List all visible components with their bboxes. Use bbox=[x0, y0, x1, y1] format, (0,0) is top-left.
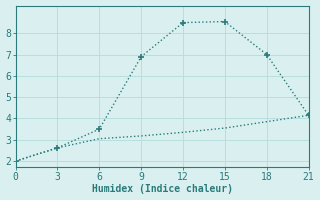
X-axis label: Humidex (Indice chaleur): Humidex (Indice chaleur) bbox=[92, 184, 233, 194]
